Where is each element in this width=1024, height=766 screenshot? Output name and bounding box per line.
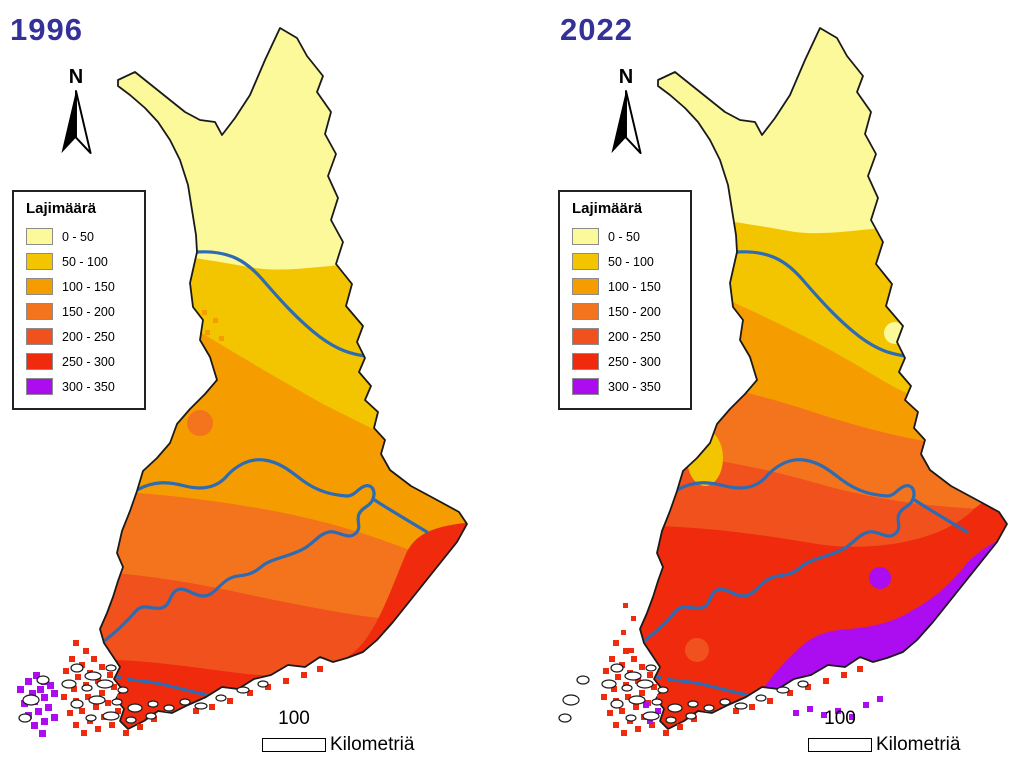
legend-class-label: 100 - 150	[608, 279, 661, 294]
legend: Lajimäärä 0 - 50 50 - 100 100 - 150 150 - 2…	[558, 190, 692, 410]
legend-title: Lajimäärä	[26, 200, 97, 217]
legend-swatch	[572, 303, 599, 320]
scale-bar-rect	[262, 738, 326, 752]
legend-swatch	[572, 378, 599, 395]
legend-row: 200 - 250	[572, 324, 690, 349]
legend-swatch	[572, 278, 599, 295]
legend-swatch	[26, 328, 53, 345]
scale-unit: Kilometriä	[876, 734, 961, 755]
north-arrow-icon	[61, 89, 92, 155]
legend: Lajimäärä 0 - 50 50 - 100 100 - 150 150 - 2…	[12, 190, 146, 410]
legend-class-label: 150 - 200	[62, 304, 115, 319]
north-label: N	[68, 66, 84, 88]
legend-row: 0 - 50	[26, 224, 144, 249]
north-arrow: N	[606, 66, 646, 161]
legend-row: 100 - 150	[26, 274, 144, 299]
scale-unit: Kilometriä	[330, 734, 415, 755]
legend-class-label: 50 - 100	[608, 254, 654, 269]
legend-row: 150 - 200	[572, 299, 690, 324]
legend-swatch	[572, 353, 599, 370]
legend-class-label: 150 - 200	[608, 304, 661, 319]
legend-rows: 0 - 50 50 - 100 100 - 150 150 - 200 200 - 25…	[572, 224, 690, 399]
legend-row: 50 - 100	[572, 249, 690, 274]
legend-row: 250 - 300	[26, 349, 144, 374]
scale-bar: 100 Kilometriä	[808, 708, 978, 756]
legend-swatch	[26, 228, 53, 245]
scale-distance: 100	[824, 708, 856, 729]
north-label: N	[618, 66, 634, 88]
legend-row: 300 - 350	[572, 374, 690, 399]
map-panel-1996: 1996 N Lajimäärä 0 - 50 50 - 100 100 - 150…	[10, 12, 468, 756]
legend-swatch	[26, 353, 53, 370]
legend-row: 250 - 300	[572, 349, 690, 374]
legend-class-label: 50 - 100	[62, 254, 108, 269]
scale-bar: 100 Kilometriä	[262, 708, 432, 756]
scale-bar-rect	[808, 738, 872, 752]
legend-title: Lajimäärä	[572, 200, 643, 217]
north-arrow-icon	[611, 89, 642, 155]
legend-class-label: 0 - 50	[608, 229, 640, 244]
map-panel-2022: 2022 N Lajimäärä 0 - 50 50 - 100 100 - 150…	[512, 0, 1024, 766]
legend-swatch	[26, 378, 53, 395]
finland-map-1996	[17, 27, 468, 737]
legend-class-label: 200 - 250	[62, 329, 115, 344]
legend-swatch	[572, 328, 599, 345]
legend-row: 0 - 50	[572, 224, 690, 249]
legend-class-label: 100 - 150	[62, 279, 115, 294]
legend-rows: 0 - 50 50 - 100 100 - 150 150 - 200 200 - 25…	[26, 224, 144, 399]
legend-class-label: 300 - 350	[608, 379, 661, 394]
legend-class-label: 250 - 300	[62, 354, 115, 369]
legend-row: 300 - 350	[26, 374, 144, 399]
legend-swatch	[26, 278, 53, 295]
legend-row: 150 - 200	[26, 299, 144, 324]
legend-swatch	[572, 228, 599, 245]
legend-class-label: 0 - 50	[62, 229, 94, 244]
page-title: 1996	[10, 12, 83, 47]
legend-swatch	[26, 253, 53, 270]
scale-distance: 100	[278, 708, 310, 729]
legend-row: 100 - 150	[572, 274, 690, 299]
north-arrow: N	[56, 66, 96, 161]
legend-swatch	[572, 253, 599, 270]
legend-class-label: 200 - 250	[608, 329, 661, 344]
legend-class-label: 300 - 350	[62, 379, 115, 394]
legend-row: 50 - 100	[26, 249, 144, 274]
legend-class-label: 250 - 300	[608, 354, 661, 369]
legend-swatch	[26, 303, 53, 320]
page-title: 2022	[560, 12, 633, 47]
legend-row: 200 - 250	[26, 324, 144, 349]
